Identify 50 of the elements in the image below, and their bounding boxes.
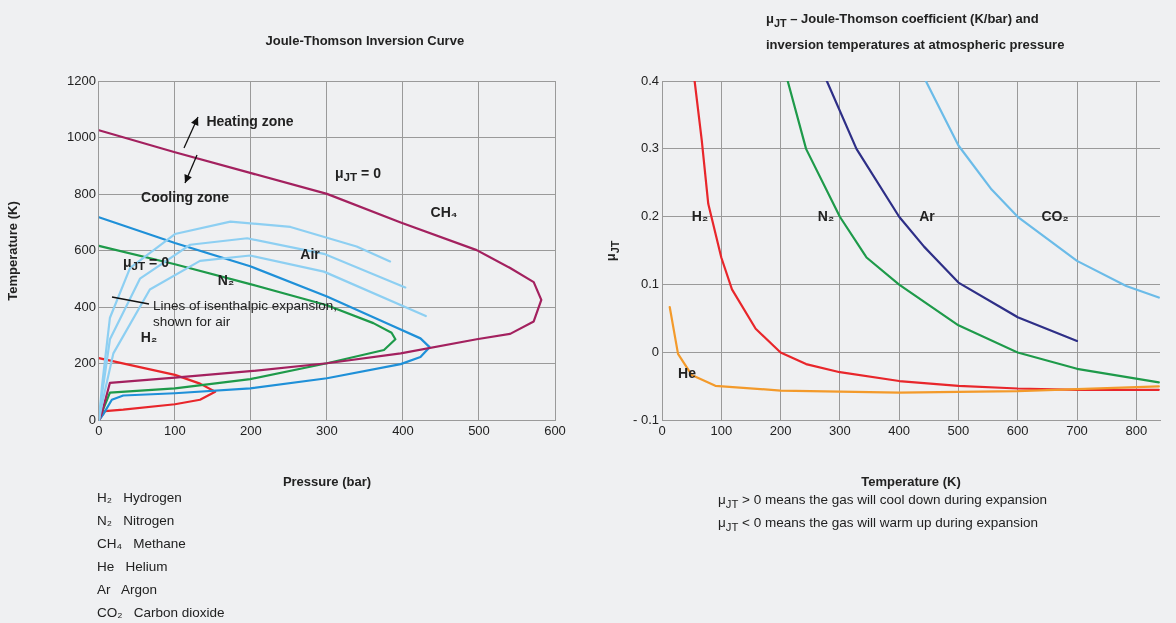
x-axis-title: Pressure (bar) — [282, 473, 372, 489]
series-label: CH₄ — [430, 204, 458, 220]
y-tick-label: 1200 — [67, 72, 96, 88]
y-tick-label: 0.2 — [640, 208, 660, 224]
y-tick-label: 200 — [74, 355, 96, 371]
series-label: CO₂ — [1041, 208, 1069, 224]
text: Ar Argon — [97, 581, 158, 599]
x-tick-label: 100 — [164, 422, 186, 438]
text: CO₂ Carbon dioxide — [97, 604, 225, 622]
y-tick-label: 600 — [74, 242, 96, 258]
x-tick-label: 800 — [1125, 422, 1148, 438]
x-tick-label: 200 — [769, 422, 792, 438]
text: H₂ Hydrogen — [97, 489, 182, 507]
series-label: H₂ — [140, 329, 158, 345]
y-axis-title: Temperature (K) — [4, 200, 20, 301]
y-tick-label: 0.3 — [640, 140, 660, 156]
series-label: Ar — [919, 208, 935, 224]
x-tick-label: 500 — [468, 422, 490, 438]
chart-title: μ$_{JT}$ – Joule-Thomson coefficient (K/bar) and inversion temperatures at atmospheric pressure — [766, 10, 1065, 54]
y-tick-label: 0.1 — [640, 276, 660, 292]
series-label: N₂ — [817, 208, 835, 224]
annotation: Cooling zone — [141, 189, 229, 205]
y-tick-label: 1000 — [67, 129, 96, 145]
y-tick-label: 800 — [74, 185, 96, 201]
x-tick-label: 700 — [1066, 422, 1088, 438]
x-axis-title: Temperature (K) — [861, 473, 961, 489]
series-label: H₂ — [691, 208, 709, 224]
text: μ$_{JT}$ > 0 means the gas will cool down during expansion — [718, 491, 1048, 512]
x-tick-label: 100 — [710, 422, 733, 438]
x-tick-label: 400 — [392, 422, 414, 438]
x-tick-label: 300 — [829, 422, 851, 438]
x-tick-label: 200 — [240, 422, 262, 438]
x-tick-label: 400 — [888, 422, 910, 438]
y-tick-label: 0.4 — [640, 72, 660, 88]
y-tick-label: - 0.1 — [633, 411, 660, 427]
text: N₂ Nitrogen — [97, 512, 175, 530]
annotation: μ$_{JT}$ = 0 — [335, 164, 381, 186]
series-label: Air — [300, 246, 320, 262]
text: CH₄ Methane — [97, 535, 186, 553]
x-tick-label: 300 — [316, 422, 338, 438]
y-tick-label: 0 — [651, 344, 660, 360]
x-tick-label: 600 — [544, 422, 566, 438]
y-tick-label: 400 — [74, 298, 96, 314]
x-tick-label: 500 — [947, 422, 970, 438]
text: μ$_{JT}$ < 0 means the gas will warm up during expansion — [718, 514, 1039, 535]
text: He Helium — [97, 558, 168, 576]
annotation: Heating zone — [206, 113, 294, 129]
y-tick-label: 0 — [88, 411, 96, 427]
x-tick-label: 600 — [1006, 422, 1029, 438]
chart-title: Joule-Thomson Inversion Curve — [265, 32, 465, 50]
